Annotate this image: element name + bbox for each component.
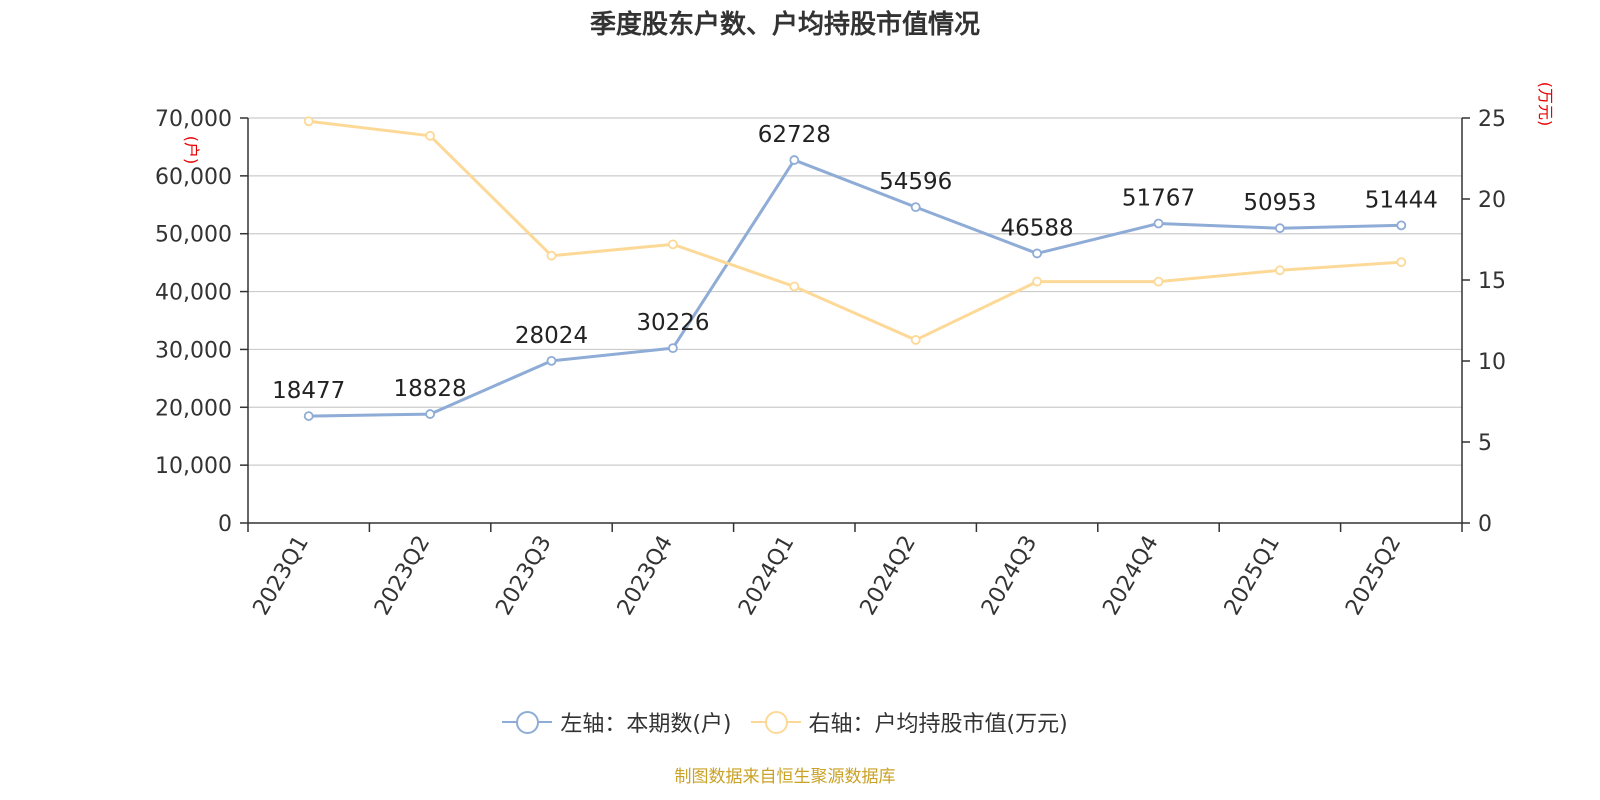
data-point bbox=[546, 355, 557, 366]
data-point bbox=[1032, 248, 1042, 259]
y-right-tick-label: 15 bbox=[1478, 269, 1506, 294]
data-label: 51767 bbox=[1122, 185, 1195, 211]
x-tick-label: 2024Q2 bbox=[856, 532, 921, 620]
data-point bbox=[546, 250, 557, 261]
data-label: 18477 bbox=[272, 378, 345, 404]
y-left-tick-label: 0 bbox=[218, 512, 232, 537]
data-point bbox=[1153, 218, 1164, 229]
data-label: 54596 bbox=[879, 169, 952, 195]
data-point bbox=[789, 281, 800, 292]
x-tick-label: 2023Q1 bbox=[249, 532, 314, 620]
y-left-tick-label: 70,000 bbox=[155, 107, 232, 132]
data-label: 30226 bbox=[636, 310, 709, 336]
legend: 左轴：本期数(户) 右轴：户均持股市值(万元) bbox=[0, 706, 1570, 741]
axes: 0 10,000 20,000 30,000 40,000 50,000 60,000 70,… bbox=[155, 82, 1555, 620]
data-point bbox=[303, 116, 314, 127]
legend-label-right: 右轴：户均持股市值(万元) bbox=[808, 712, 1068, 737]
series-line-avg-value bbox=[308, 119, 1402, 342]
legend-item-left[interactable]: 左轴：本期数(户) bbox=[502, 706, 732, 738]
x-tick-label: 2023Q4 bbox=[613, 532, 678, 620]
data-point bbox=[1275, 223, 1285, 234]
legend-label-left: 左轴：本期数(户) bbox=[560, 712, 732, 737]
y-left-tick-label: 20,000 bbox=[155, 396, 232, 421]
data-point bbox=[1396, 220, 1407, 231]
data-label: 28024 bbox=[515, 323, 588, 349]
data-point bbox=[1032, 276, 1042, 287]
data-point bbox=[789, 155, 800, 165]
x-tick-label: 2025Q2 bbox=[1341, 532, 1406, 620]
y-left-tick-label: 30,000 bbox=[155, 338, 232, 363]
data-point bbox=[1275, 265, 1285, 276]
y-right-tick-label: 0 bbox=[1478, 512, 1492, 537]
data-label: 18828 bbox=[394, 376, 467, 402]
x-tick-label: 2025Q1 bbox=[1220, 532, 1285, 620]
chart-title: 季度股东户数、户均持股市值情况 bbox=[589, 10, 980, 40]
y-left-tick-label: 40,000 bbox=[155, 281, 232, 306]
x-tick-label: 2024Q3 bbox=[977, 532, 1042, 620]
x-tick-label: 2024Q4 bbox=[1098, 532, 1163, 620]
data-point bbox=[668, 343, 678, 354]
gridlines bbox=[248, 117, 1462, 466]
x-tick-label: 2024Q1 bbox=[734, 532, 799, 620]
y-left-tick-label: 10,000 bbox=[155, 454, 232, 479]
data-point bbox=[303, 411, 314, 421]
y-right-tick-label: 5 bbox=[1478, 431, 1492, 456]
series-lines bbox=[303, 116, 1407, 421]
y-right-axis-label: (万元) bbox=[1536, 82, 1555, 127]
data-point bbox=[910, 202, 921, 213]
y-left-axis-label: (户) bbox=[182, 136, 201, 165]
legend-swatch-right bbox=[750, 709, 801, 735]
y-left-tick-label: 50,000 bbox=[155, 223, 232, 248]
data-label: 46588 bbox=[1001, 215, 1074, 241]
chart-plot: 0 10,000 20,000 30,000 40,000 50,000 60,000 70,… bbox=[155, 82, 1555, 620]
y-right-tick-label: 25 bbox=[1478, 107, 1506, 132]
data-labels: 18477 18828 28024 30226 62728 54596 46588 51767… bbox=[272, 122, 1438, 404]
y-left-tick-label: 60,000 bbox=[155, 165, 232, 190]
legend-swatch-left bbox=[502, 709, 553, 735]
data-point bbox=[910, 335, 921, 345]
y-right-tick-label: 10 bbox=[1478, 350, 1506, 375]
data-point bbox=[425, 409, 436, 419]
data-label: 50953 bbox=[1243, 190, 1316, 216]
data-point bbox=[1396, 257, 1407, 268]
data-label: 51444 bbox=[1365, 187, 1438, 213]
data-point bbox=[1153, 276, 1164, 287]
data-point bbox=[425, 130, 436, 141]
data-label: 62728 bbox=[758, 122, 831, 148]
y-right-tick-label: 20 bbox=[1478, 188, 1506, 213]
data-point bbox=[668, 239, 678, 250]
legend-item-right[interactable]: 右轴：户均持股市值(万元) bbox=[750, 706, 1068, 738]
x-tick-label: 2023Q2 bbox=[370, 532, 435, 620]
source-note: 制图数据来自恒生聚源数据库 bbox=[674, 767, 896, 787]
x-tick-label: 2023Q3 bbox=[491, 532, 556, 620]
series-line-shareholders bbox=[308, 158, 1402, 418]
